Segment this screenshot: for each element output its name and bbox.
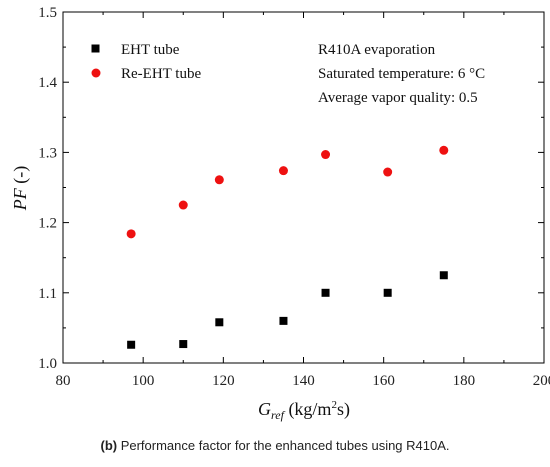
y-tick-label: 1.3 (38, 145, 57, 161)
legend-marker-eht (91, 44, 100, 53)
x-tick-label: 100 (132, 373, 155, 389)
eht-point (439, 271, 448, 280)
annotation-line-3: Average vapor quality: 0.5 (318, 90, 478, 106)
y-axis-title-main: PF (10, 187, 30, 211)
y-tick-label: 1.5 (38, 5, 57, 21)
legend-marker-re-eht (91, 68, 101, 78)
x-tick-label: 180 (453, 373, 476, 389)
legend: EHT tube Re-EHT tube (91, 42, 201, 82)
re-eht-point (321, 150, 331, 160)
eht-point (279, 316, 288, 325)
figure-caption: (b) Performance factor for the enhanced … (0, 438, 550, 453)
plot-frame (62, 11, 545, 364)
x-axis-title: Gref (kg/m2s) (258, 399, 350, 422)
eht-point (215, 318, 224, 327)
y-tick-label: 1.4 (38, 75, 57, 91)
x-tick-label: 160 (372, 373, 395, 389)
x-tick-label: 200 (533, 373, 550, 389)
caption-label: (b) (100, 438, 118, 453)
y-tick-label: 1.0 (38, 356, 57, 372)
x-axis-title-units-pre: (kg/m (284, 399, 332, 420)
x-axis-title-main: G (258, 399, 271, 419)
re-eht-point (214, 175, 224, 185)
legend-label-re-eht: Re-EHT tube (121, 66, 201, 82)
y-tick-label: 1.1 (38, 286, 57, 302)
x-axis-title-sub: ref (271, 408, 286, 422)
eht-point (321, 288, 330, 297)
re-eht-point (278, 166, 288, 176)
x-axis-title-units-sup: 2 (331, 399, 337, 411)
x-tick-label: 120 (212, 373, 235, 389)
caption-text: Performance factor for the enhanced tube… (117, 438, 450, 453)
x-tick-label: 140 (292, 373, 315, 389)
annotation-block: R410A evaporation Saturated temperature:… (318, 42, 485, 106)
eht-point (179, 340, 188, 349)
re-eht-point (383, 167, 393, 177)
eht-point (127, 340, 136, 349)
data-marks (126, 145, 449, 349)
eht-point (383, 288, 392, 297)
y-tick-labels: 1.0 1.1 1.2 1.3 1.4 1.5 (38, 5, 57, 372)
axis-ticks (62, 11, 545, 364)
legend-label-eht: EHT tube (121, 42, 180, 58)
y-tick-label: 1.2 (38, 216, 57, 232)
annotation-line-2: Saturated temperature: 6 °C (318, 66, 485, 82)
y-axis-title: PF (-) (10, 166, 31, 211)
annotation-line-1: R410A evaporation (318, 42, 436, 58)
x-tick-labels: 80 100 120 140 160 180 200 (56, 373, 550, 389)
re-eht-point (126, 229, 136, 239)
x-tick-label: 80 (56, 373, 71, 389)
y-axis-title-units: (-) (10, 166, 31, 188)
re-eht-point (178, 200, 188, 210)
x-axis-title-units-post: s) (337, 399, 350, 420)
re-eht-point (439, 145, 449, 155)
